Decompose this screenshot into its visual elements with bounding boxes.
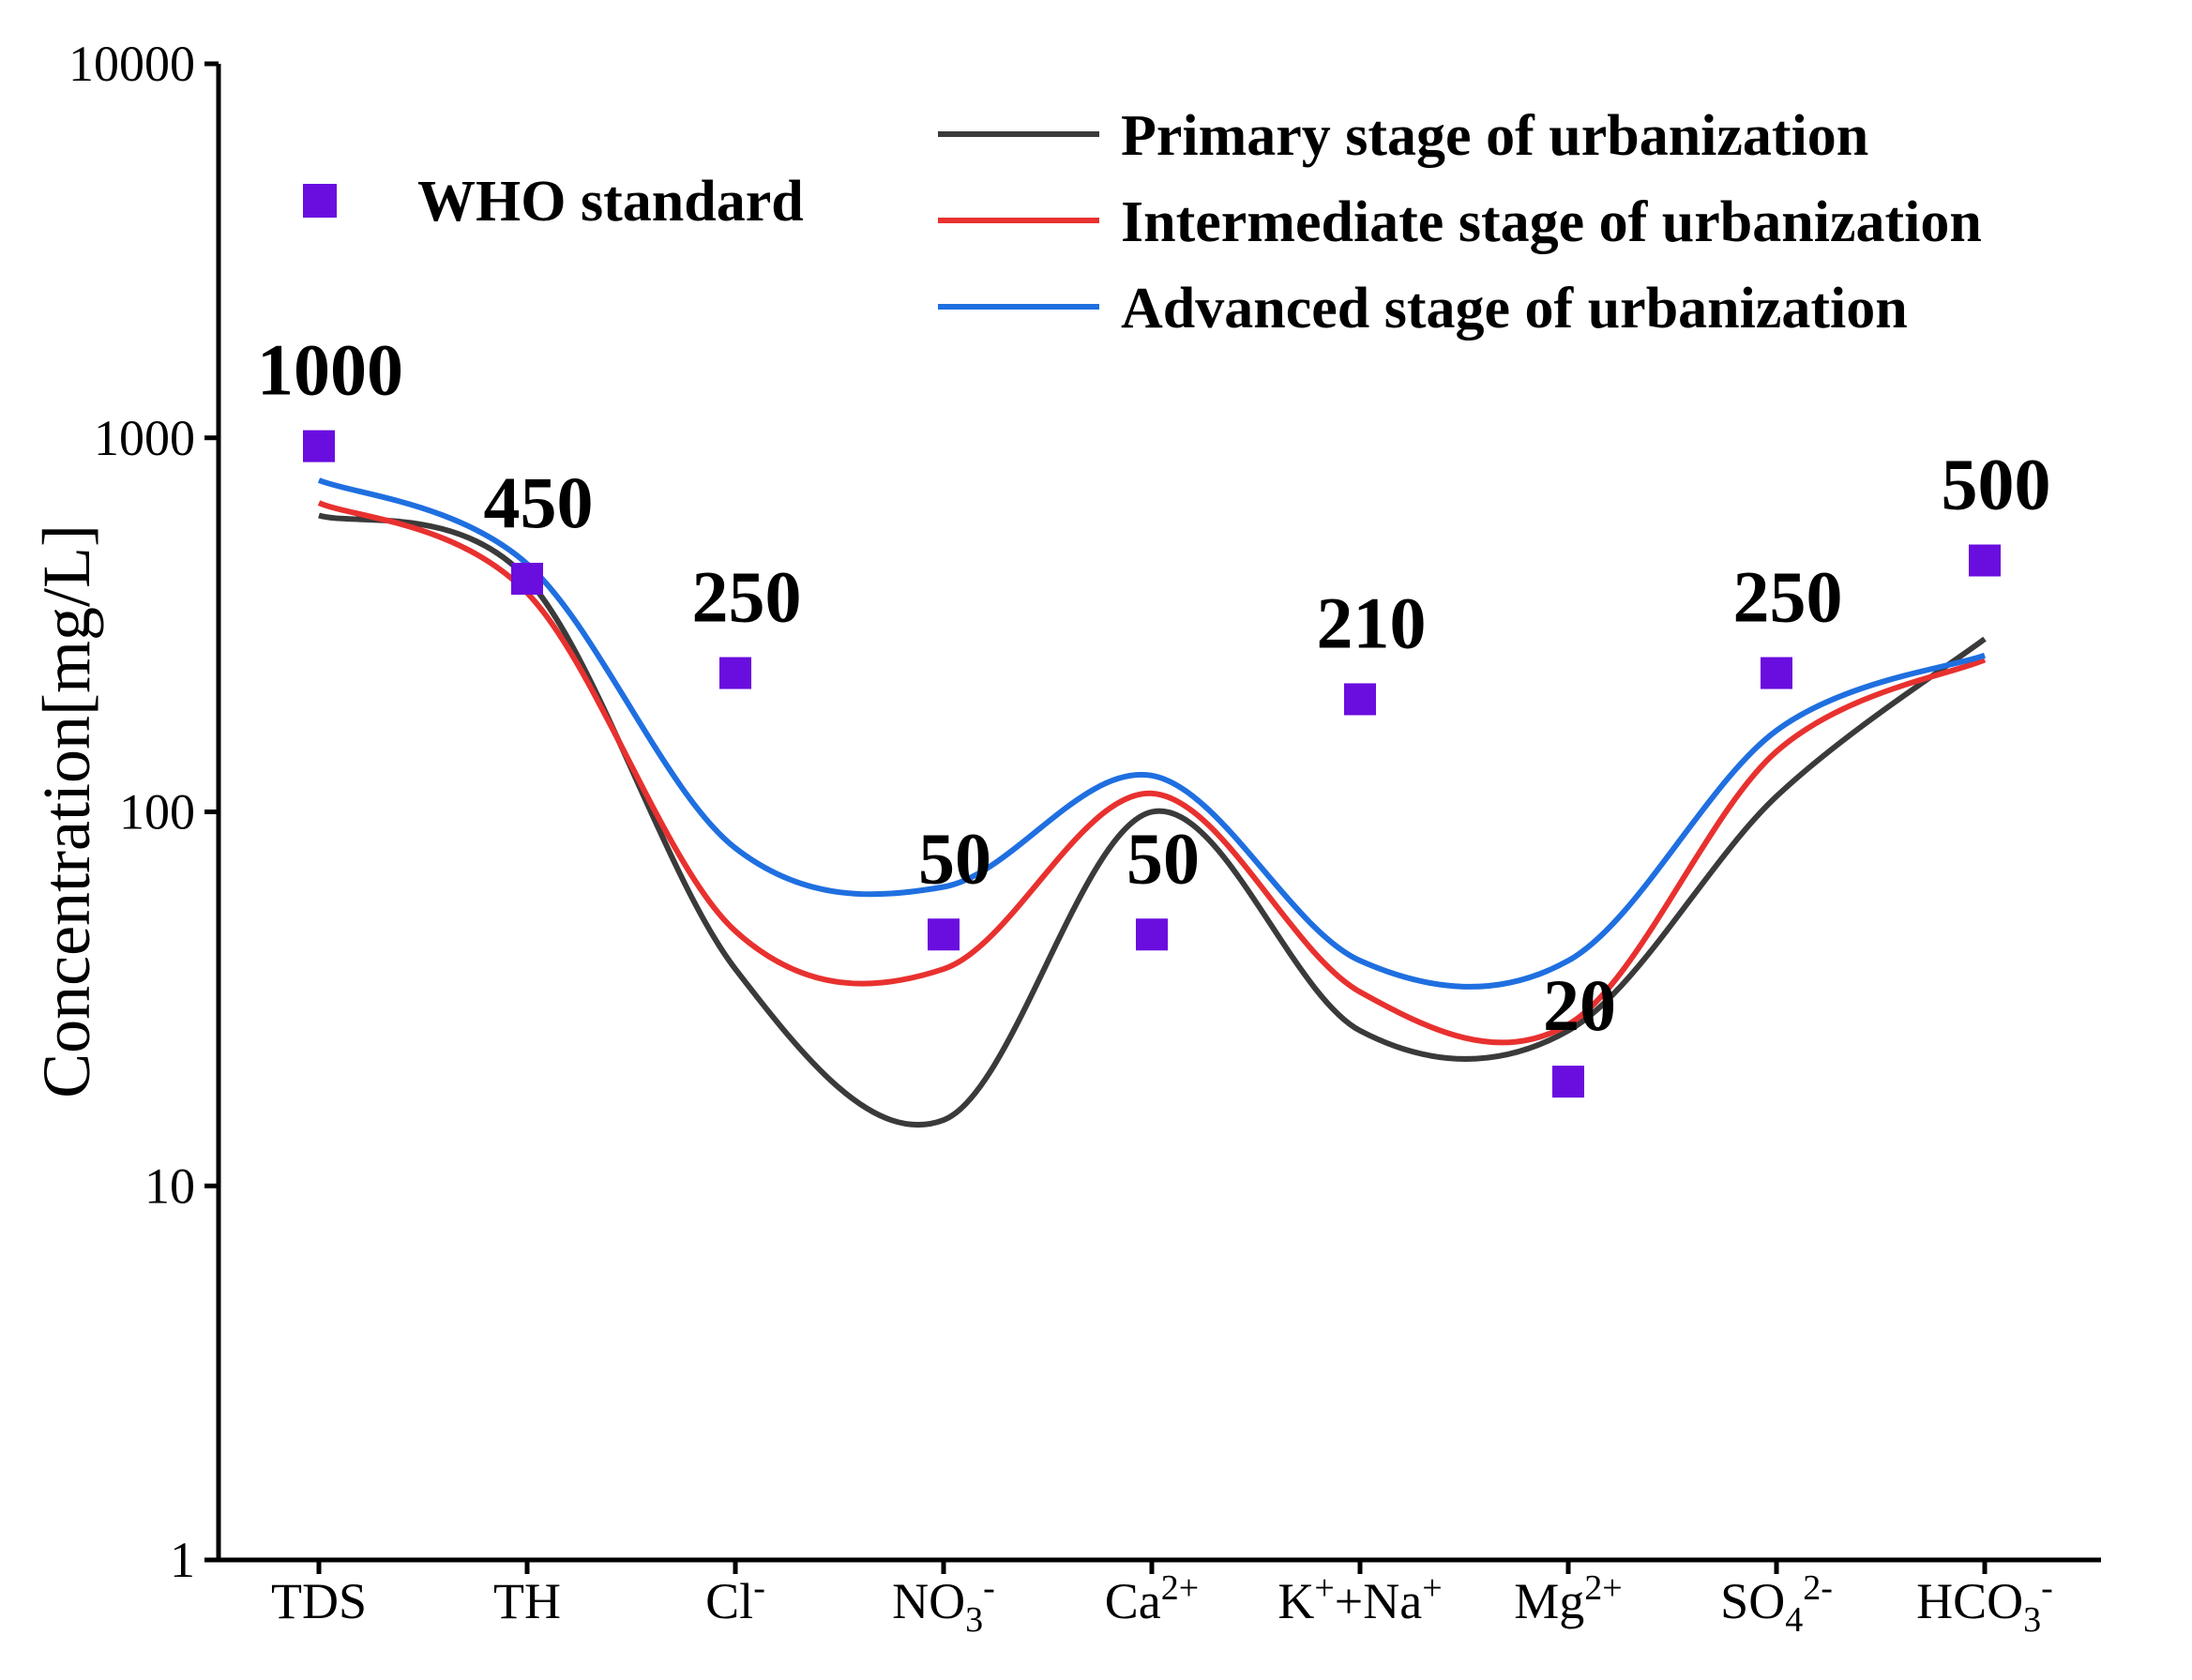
who-marker [511, 562, 543, 595]
series-line-3 [317, 477, 1987, 990]
who-marker [719, 657, 751, 689]
y-tick-label: 1000 [94, 410, 195, 466]
x-tick-label: NO3- [892, 1568, 995, 1640]
x-tick-label-part: + [1314, 1568, 1334, 1608]
who-value-label: 250 [692, 556, 802, 638]
y-tick-label: 10000 [68, 36, 195, 92]
legend-series: Primary stage of urbanization Intermediat… [938, 104, 1982, 341]
x-tick-label-part: 2+ [1161, 1568, 1199, 1608]
x-tick-label-part: - [753, 1568, 765, 1608]
x-tick-label: TH [493, 1573, 561, 1629]
who-marker [303, 430, 335, 462]
x-tick-label-part: Ca [1105, 1573, 1161, 1629]
who-value-label: 250 [1733, 556, 1843, 638]
who-marker [928, 918, 960, 951]
who-value-label: 50 [1126, 817, 1200, 899]
who-marker [1552, 1066, 1584, 1098]
x-tick-label-part: - [2041, 1568, 2053, 1608]
series-line-2 [317, 500, 1987, 1046]
x-tick-label: SO42- [1720, 1568, 1833, 1640]
y-tick-label: 100 [119, 784, 195, 840]
legend: WHO standard Primary stage of urbanizati… [303, 104, 1982, 341]
who-marker [1969, 544, 2001, 577]
who-value-label: 500 [1942, 444, 2051, 525]
x-tick-label-part: 2- [1803, 1568, 1833, 1608]
x-tick-label: Ca2+ [1105, 1568, 1199, 1629]
x-tick-label-part: 3 [2023, 1600, 2041, 1640]
who-standard-markers: 1000 450 250 50 50 210 20 250 500 [257, 329, 2051, 1098]
x-tick-label-part: SO [1720, 1573, 1785, 1629]
x-tick-label-part: TH [493, 1573, 561, 1629]
legend-item-1: Primary stage of urbanization [938, 104, 1868, 168]
who-marker [1136, 918, 1168, 951]
who-value-label: 450 [484, 462, 594, 543]
x-tick-label: Mg2+ [1514, 1568, 1622, 1629]
x-tick-label: K++Na+ [1277, 1568, 1442, 1629]
legend-label: Advanced stage of urbanization [1121, 277, 1908, 341]
x-tick-label-part: Cl [705, 1573, 753, 1629]
who-marker [1761, 657, 1792, 689]
legend-who: WHO standard [303, 170, 804, 234]
x-tick-label-part: 2+ [1584, 1568, 1622, 1608]
legend-who-marker [303, 184, 337, 218]
x-tick-label-part: K [1277, 1573, 1314, 1629]
who-value-label: 50 [918, 817, 991, 899]
x-ticks: TDS TH Cl- NO3- Ca2+ K++Na+ Mg2+ SO42- HCO3- [271, 1560, 2053, 1640]
legend-label: Intermediate stage of urbanization [1121, 190, 1982, 254]
x-tick-label-part: +Na [1335, 1573, 1422, 1629]
y-axis-label: Concentration[mg/L] [29, 524, 104, 1098]
series-lines [317, 477, 1987, 1128]
x-tick-label-part: + [1422, 1568, 1442, 1608]
who-value-label: 20 [1543, 964, 1616, 1046]
x-tick-label-part: - [983, 1568, 995, 1608]
legend-who-label: WHO standard [417, 170, 804, 234]
x-tick-label: HCO3- [1916, 1568, 2053, 1640]
legend-item-3: Advanced stage of urbanization [938, 277, 1908, 341]
x-tick-label: TDS [271, 1573, 367, 1629]
x-tick-label-part: TDS [271, 1573, 367, 1629]
x-tick-label-part: 4 [1785, 1600, 1803, 1640]
x-tick-label-part: 3 [965, 1600, 983, 1640]
x-tick-label-part: Mg [1514, 1573, 1584, 1629]
y-tick-label: 10 [144, 1158, 195, 1214]
legend-item-2: Intermediate stage of urbanization [938, 190, 1982, 254]
who-value-label: 1000 [257, 329, 403, 411]
x-tick-label-part: NO [892, 1573, 965, 1629]
y-tick-label: 1 [170, 1532, 195, 1588]
legend-label: Primary stage of urbanization [1121, 104, 1868, 168]
x-tick-label: Cl- [705, 1568, 765, 1629]
who-marker [1344, 683, 1376, 716]
x-tick-label-part: HCO [1916, 1573, 2023, 1629]
who-value-label: 210 [1317, 582, 1427, 663]
y-ticks: 1 10 100 1000 10000 [68, 36, 219, 1588]
